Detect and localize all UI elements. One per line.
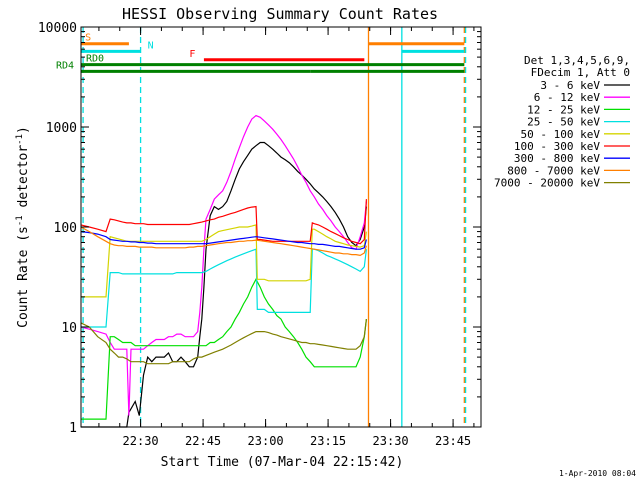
plot-area: S N F RD0 RD4	[56, 27, 467, 428]
y-axis-label: Count Rate (s-1 detector-1)	[15, 126, 31, 328]
legend-label-0: 3 - 6 keV	[540, 79, 600, 92]
series-line-3	[81, 248, 367, 328]
x-axis-label: Start Time (07-Mar-04 22:15:42)	[161, 455, 404, 470]
y-axis-label-sup2: -1	[15, 134, 25, 145]
flag-label-n: N	[148, 40, 154, 51]
x-tick-label-5: 23:45	[435, 434, 471, 448]
legend-label-3: 25 - 50 keV	[527, 116, 600, 129]
x-tick-label-3: 23:15	[310, 434, 346, 448]
y-tick-label-2: 100	[54, 221, 77, 236]
legend-header-0: Det 1,3,4,5,6,9,	[524, 54, 630, 67]
x-tick-label-2: 23:00	[248, 434, 284, 448]
legend-label-1: 6 - 12 keV	[534, 91, 601, 104]
legend-label-6: 300 - 800 keV	[514, 152, 600, 165]
legend-label-2: 12 - 25 keV	[527, 103, 600, 116]
flag-label-f: F	[189, 49, 195, 60]
axes: 22:30 22:45 23:00 23:15 23:30 23:45 1 10 100 1000…	[38, 21, 481, 448]
y-tick-label-1: 10	[61, 321, 77, 336]
legend: Det 1,3,4,5,6,9,FDecim 1, Att 03 - 6 keV…	[494, 54, 630, 190]
y-axis-label-end: )	[16, 126, 31, 134]
y-axis-label-mid: detector	[16, 145, 31, 216]
legend-label-4: 50 - 100 keV	[521, 128, 601, 141]
footer-date: 1-Apr-2010 08:04	[559, 469, 636, 478]
series-line-5	[80, 199, 367, 245]
y-tick-label-4: 10000	[38, 21, 77, 36]
x-tick-label-1: 22:45	[185, 434, 221, 448]
series-line-1	[80, 114, 367, 416]
y-tick-label-0: 1	[69, 421, 77, 436]
flag-label-rd4: RD4	[56, 60, 74, 71]
x-tick-label-4: 23:30	[373, 434, 409, 448]
y-axis-label-sup: -1	[15, 215, 25, 226]
legend-label-7: 800 - 7000 keV	[507, 164, 600, 177]
series-line-8	[80, 319, 367, 365]
series-line-4	[81, 224, 367, 298]
series-line-2	[81, 278, 367, 420]
chart-title: HESSI Observing Summary Count Rates	[122, 5, 438, 23]
x-tick-label-0: 22:30	[123, 434, 159, 448]
legend-header-1: FDecim 1, Att 0	[531, 66, 630, 79]
series-line-7	[80, 226, 367, 257]
y-axis-label-text: Count Rate (s	[16, 226, 31, 328]
y-tick-label-3: 1000	[46, 121, 77, 136]
flag-label-s: S	[85, 33, 91, 44]
legend-label-5: 100 - 300 keV	[514, 140, 600, 153]
series-line-0	[81, 141, 367, 428]
series-line-6	[80, 231, 367, 250]
flag-label-rd0: RD0	[86, 54, 104, 65]
legend-label-8: 7000 - 20000 keV	[494, 177, 600, 190]
